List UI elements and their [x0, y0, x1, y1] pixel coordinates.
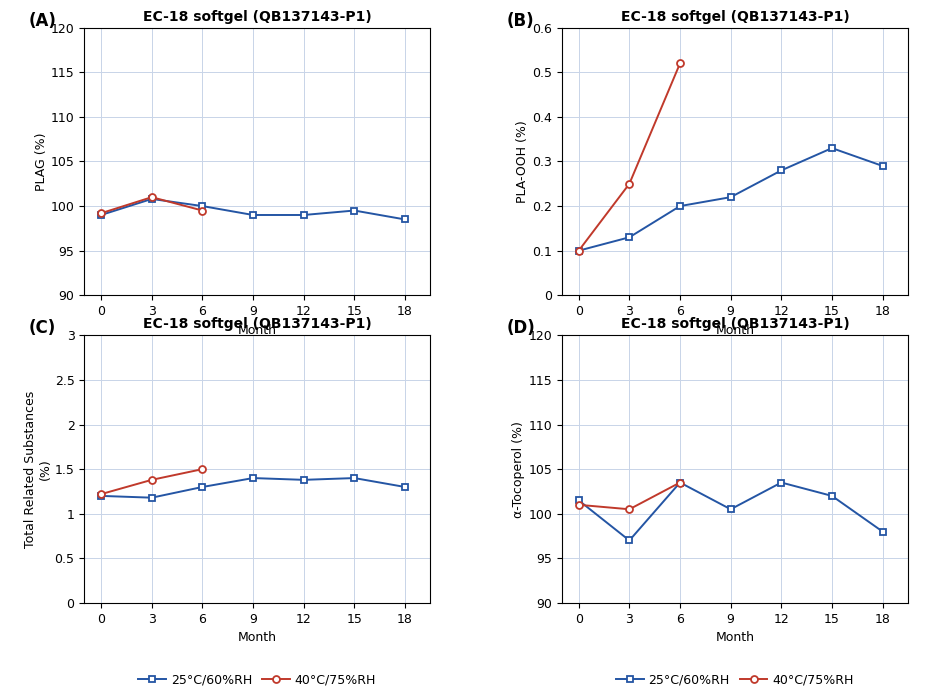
- Legend: 25°C/60%RH, 40°C/75%RH: 25°C/60%RH, 40°C/75%RH: [134, 360, 381, 383]
- Y-axis label: α-Tocoperol (%): α-Tocoperol (%): [513, 421, 525, 518]
- Y-axis label: PLAG (%): PLAG (%): [35, 132, 48, 191]
- X-axis label: Month: Month: [715, 631, 754, 644]
- Title: EC-18 softgel (QB137143-P1): EC-18 softgel (QB137143-P1): [143, 317, 372, 331]
- Y-axis label: Total Related Substances
(%): Total Related Substances (%): [23, 391, 51, 547]
- Legend: 25°C/60%RH, 40°C/75%RH: 25°C/60%RH, 40°C/75%RH: [611, 360, 858, 383]
- X-axis label: Month: Month: [715, 324, 754, 337]
- Title: EC-18 softgel (QB137143-P1): EC-18 softgel (QB137143-P1): [143, 10, 372, 24]
- Text: (C): (C): [29, 319, 56, 337]
- Text: (D): (D): [506, 319, 535, 337]
- X-axis label: Month: Month: [238, 324, 277, 337]
- Title: EC-18 softgel (QB137143-P1): EC-18 softgel (QB137143-P1): [621, 10, 849, 24]
- Text: (A): (A): [29, 12, 57, 30]
- Title: EC-18 softgel (QB137143-P1): EC-18 softgel (QB137143-P1): [621, 317, 849, 331]
- Legend: 25°C/60%RH, 40°C/75%RH: 25°C/60%RH, 40°C/75%RH: [134, 668, 381, 691]
- Text: (B): (B): [506, 12, 534, 30]
- Legend: 25°C/60%RH, 40°C/75%RH: 25°C/60%RH, 40°C/75%RH: [611, 668, 858, 691]
- X-axis label: Month: Month: [238, 631, 277, 644]
- Y-axis label: PLA-OOH (%): PLA-OOH (%): [517, 120, 530, 203]
